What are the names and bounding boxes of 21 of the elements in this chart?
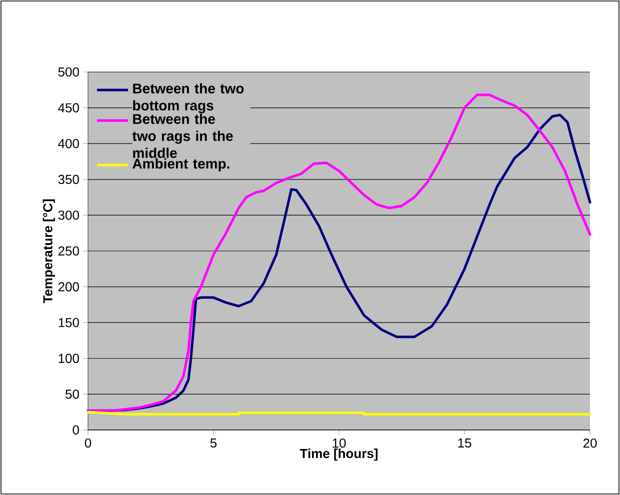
y-axis-title: Temperature [°C] [42,199,55,304]
x-tick-label: 15 [458,438,472,448]
y-tick-label: 300 [58,210,79,220]
y-tick-label: 100 [58,354,79,363]
y-tick-label: 400 [58,138,79,148]
legend-label: Between the two rags in the middle [132,114,233,158]
y-tick-label: 200 [58,282,79,292]
y-tick-label: 450 [58,103,79,112]
y-tick-label: 500 [58,67,79,77]
x-tick-label: 10 [332,438,346,448]
y-tick-label: 0 [72,425,79,435]
x-tick-label: 20 [583,438,597,448]
y-tick-label: 350 [58,174,79,184]
x-tick-label: 5 [210,438,217,448]
y-tick-label: 150 [58,318,79,328]
x-axis-title: Time [hours] [300,448,378,461]
x-tick-label: 0 [84,438,92,448]
legend-label: Between the two bottom rags [133,83,244,114]
y-tick-label: 50 [66,390,79,399]
y-tick-label: 250 [58,246,79,256]
legend-label: Ambient temp. [132,158,230,172]
